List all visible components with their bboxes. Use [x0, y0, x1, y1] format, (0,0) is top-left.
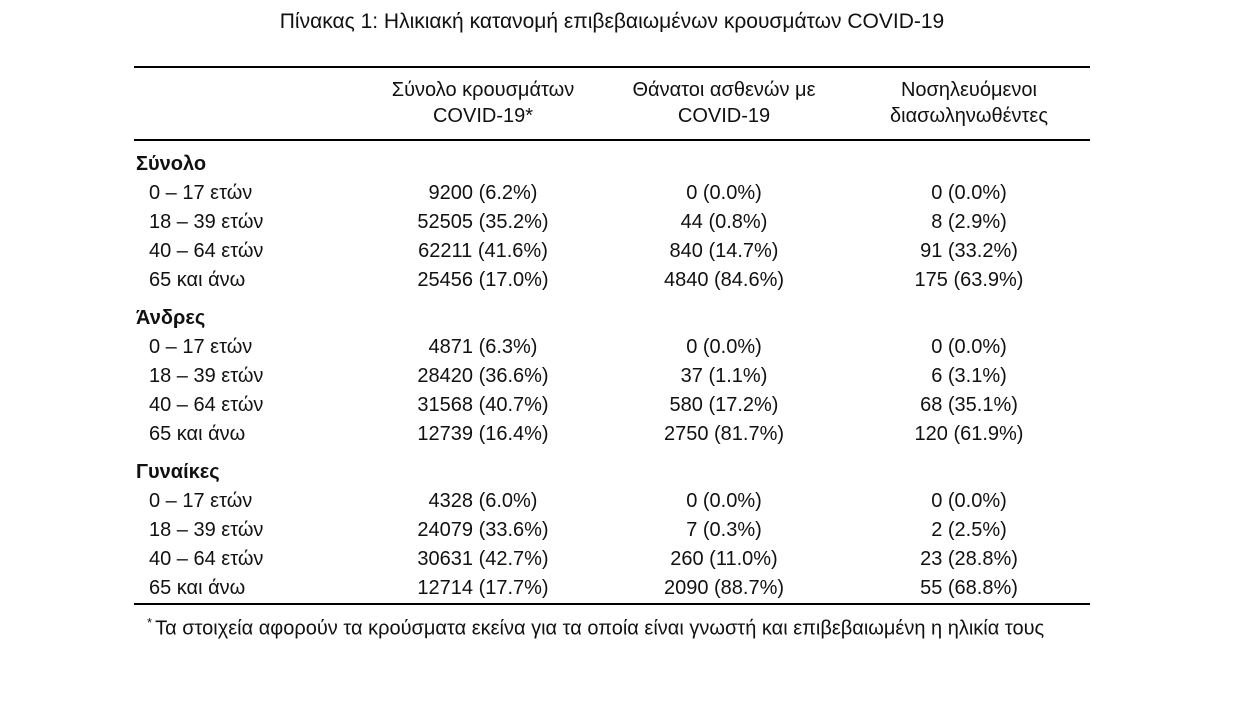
cases-cell: 12714 (17.7%)	[417, 577, 549, 599]
intubated-cell: 2 (2.5%)	[931, 519, 1007, 541]
column-header-cases: Σύνολο κρουσμάτων COVID-19*	[391, 79, 575, 127]
section-label: Σύνολο	[136, 153, 207, 175]
table-row: 65 και άνω 25456 (17.0%) 4840 (84.6%) 175 (…	[134, 266, 1090, 295]
table-row: 0 – 17 ετών 4871 (6.3%) 0 (0.0%) 0 (0.0%)	[134, 333, 1090, 362]
header-row: Σύνολο κρουσμάτων COVID-19* Θάνατοι ασθε…	[134, 67, 1090, 140]
deaths-cell: 7 (0.3%)	[686, 519, 762, 541]
deaths-cell: 260 (11.0%)	[670, 548, 778, 570]
table-row: 0 – 17 ετών 9200 (6.2%) 0 (0.0%) 0 (0.0%)	[134, 179, 1090, 208]
intubated-cell: 23 (28.8%)	[920, 548, 1018, 570]
age-cell: 0 – 17 ετών	[149, 336, 253, 358]
table-row: 65 και άνω 12739 (16.4%) 2750 (81.7%) 120 (…	[134, 420, 1090, 449]
intubated-cell: 68 (35.1%)	[920, 394, 1018, 416]
deaths-cell: 840 (14.7%)	[669, 240, 779, 262]
age-cell: 65 και άνω	[149, 269, 246, 291]
table-row: 40 – 64 ετών 30631 (42.7%) 260 (11.0%) 23 (…	[134, 545, 1090, 574]
section-row: Σύνολο	[134, 140, 1090, 179]
intubated-cell: 175 (63.9%)	[914, 269, 1024, 291]
cases-cell: 52505 (35.2%)	[417, 211, 549, 233]
intubated-cell: 91 (33.2%)	[920, 240, 1018, 262]
cases-cell: 9200 (6.2%)	[428, 182, 538, 204]
intubated-cell: 6 (3.1%)	[931, 365, 1007, 387]
section-row: Άνδρες	[134, 295, 1090, 333]
intubated-cell: 0 (0.0%)	[931, 490, 1007, 512]
intubated-cell: 8 (2.9%)	[931, 211, 1007, 233]
cases-cell: 12739 (16.4%)	[417, 423, 549, 445]
deaths-cell: 44 (0.8%)	[680, 211, 768, 233]
cases-cell: 4871 (6.3%)	[428, 336, 538, 358]
age-cell: 18 – 39 ετών	[149, 519, 264, 541]
cases-cell: 24079 (33.6%)	[417, 519, 549, 541]
table-row: 0 – 17 ετών 4328 (6.0%) 0 (0.0%) 0 (0.0%)	[134, 487, 1090, 516]
table-row: 18 – 39 ετών 52505 (35.2%) 44 (0.8%) 8 (2.9…	[134, 208, 1090, 237]
cases-cell: 4328 (6.0%)	[428, 490, 538, 512]
deaths-cell: 2090 (88.7%)	[663, 577, 785, 599]
deaths-cell: 2750 (81.7%)	[663, 423, 785, 445]
deaths-cell: 0 (0.0%)	[686, 490, 762, 512]
document-page: Πίνακας 1: Ηλικιακή κατανομή επιβεβαιωμέ…	[134, 10, 1090, 642]
intubated-cell: 120 (61.9%)	[914, 423, 1024, 445]
table-header: Σύνολο κρουσμάτων COVID-19* Θάνατοι ασθε…	[134, 67, 1090, 140]
table-body: Σύνολο 0 – 17 ετών 9200 (6.2%) 0 (0.0%) 0 (0…	[134, 140, 1090, 604]
age-cell: 18 – 39 ετών	[149, 211, 264, 233]
age-cell: 40 – 64 ετών	[149, 548, 264, 570]
table-row: 65 και άνω 12714 (17.7%) 2090 (88.7%) 55 (6…	[134, 574, 1090, 604]
cases-cell: 28420 (36.6%)	[417, 365, 549, 387]
age-cell: 40 – 64 ετών	[149, 240, 264, 262]
cases-cell: 25456 (17.0%)	[417, 269, 549, 291]
intubated-cell: 0 (0.0%)	[931, 336, 1007, 358]
age-cell: 65 και άνω	[149, 423, 246, 445]
footnote-marker: *	[147, 615, 153, 630]
intubated-cell: 0 (0.0%)	[931, 182, 1007, 204]
deaths-cell: 37 (1.1%)	[680, 365, 768, 387]
cases-cell: 31568 (40.7%)	[417, 394, 549, 416]
intubated-cell: 55 (68.8%)	[920, 577, 1018, 599]
age-cell: 40 – 64 ετών	[149, 394, 264, 416]
table-row: 40 – 64 ετών 62211 (41.6%) 840 (14.7%) 91 (…	[134, 237, 1090, 266]
section-row: Γυναίκες	[134, 449, 1090, 487]
table-row: 40 – 64 ετών 31568 (40.7%) 580 (17.2%) 68 (…	[134, 391, 1090, 420]
deaths-cell: 0 (0.0%)	[686, 182, 762, 204]
column-header-intubated: Νοσηλευόμενοι διασωληνωθέντες	[890, 79, 1048, 127]
column-header-deaths: Θάνατοι ασθενών με COVID-19	[632, 79, 816, 127]
age-cell: 18 – 39 ετών	[149, 365, 264, 387]
table-title: Πίνακας 1: Ηλικιακή κατανομή επιβεβαιωμέ…	[279, 10, 945, 33]
age-cell: 65 και άνω	[149, 577, 246, 599]
column-header-empty	[134, 67, 366, 140]
section-label: Άνδρες	[136, 307, 206, 329]
cases-cell: 30631 (42.7%)	[417, 548, 549, 570]
section-label: Γυναίκες	[136, 461, 220, 483]
age-cell: 0 – 17 ετών	[149, 490, 253, 512]
age-cell: 0 – 17 ετών	[149, 182, 253, 204]
deaths-cell: 4840 (84.6%)	[663, 269, 785, 291]
covid-age-table: Σύνολο κρουσμάτων COVID-19* Θάνατοι ασθε…	[134, 66, 1090, 605]
cases-cell: 62211 (41.6%)	[418, 240, 548, 262]
table-row: 18 – 39 ετών 24079 (33.6%) 7 (0.3%) 2 (2.5%…	[134, 516, 1090, 545]
footnote-text: Τα στοιχεία αφορούν τα κρούσματα εκείνα …	[155, 617, 1045, 640]
deaths-cell: 0 (0.0%)	[686, 336, 762, 358]
deaths-cell: 580 (17.2%)	[669, 394, 779, 416]
footnote: * Τα στοιχεία αφορούν τα κρούσματα εκείνα…	[134, 610, 1090, 642]
table-row: 18 – 39 ετών 28420 (36.6%) 37 (1.1%) 6 (3.1…	[134, 362, 1090, 391]
